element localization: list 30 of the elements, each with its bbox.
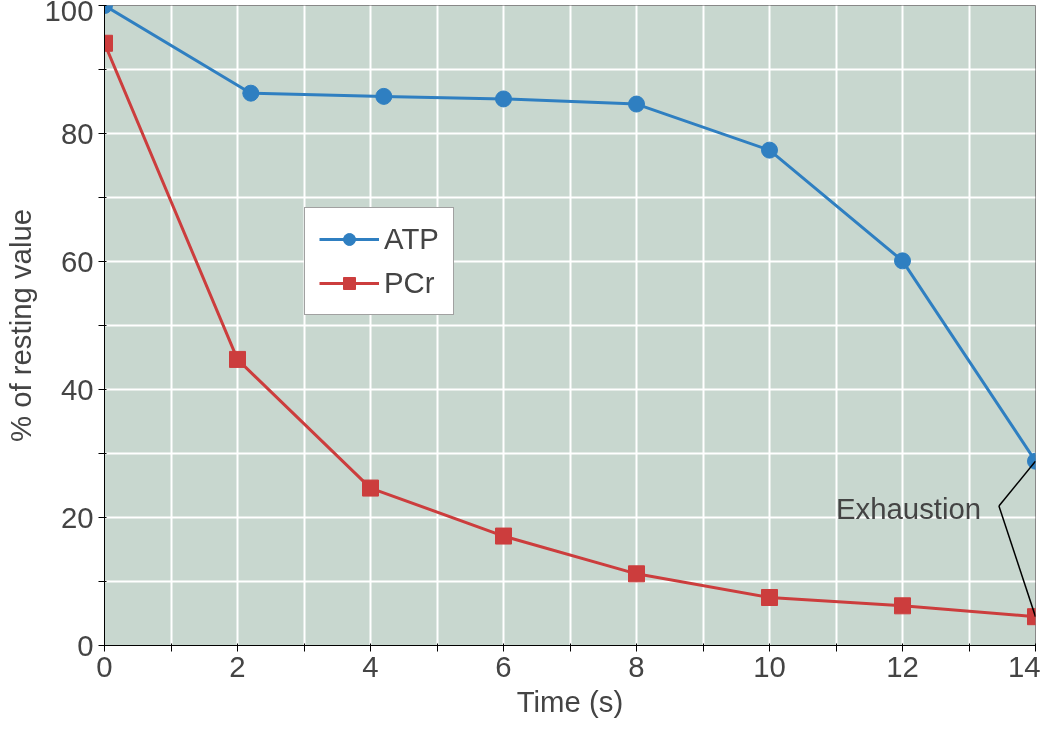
x-tick-label: 2 xyxy=(229,649,246,683)
point xyxy=(761,589,778,606)
point xyxy=(495,527,512,545)
point xyxy=(761,141,778,159)
legend-label: PCr xyxy=(384,266,435,300)
point xyxy=(628,565,645,583)
y-tick-label: 100 xyxy=(44,0,94,27)
x-tick-label: 8 xyxy=(628,649,645,683)
legend-label: ATP xyxy=(384,222,439,256)
point xyxy=(894,252,911,270)
y-tick-label: 60 xyxy=(60,244,94,278)
x-tick-label: 12 xyxy=(886,649,919,683)
annotation: Exhaustion xyxy=(836,492,982,526)
x-axis-title: Time (s) xyxy=(516,684,624,718)
point xyxy=(894,597,911,615)
y-tick-label: 0 xyxy=(77,628,94,662)
x-tick-label: 10 xyxy=(753,649,786,683)
x-tick-label: 6 xyxy=(495,649,512,683)
point xyxy=(375,87,393,105)
point xyxy=(229,350,246,368)
y-tick-label: 80 xyxy=(60,116,94,150)
y-tick-label: 20 xyxy=(60,500,94,534)
point xyxy=(242,84,260,102)
x-tick-label: 14 xyxy=(1007,649,1041,683)
point xyxy=(362,479,379,497)
y-tick-label: 40 xyxy=(60,372,94,406)
y-axis-title: % of resting value xyxy=(3,208,37,443)
point xyxy=(495,90,512,108)
x-tick-label: 4 xyxy=(362,649,379,683)
point xyxy=(628,95,645,113)
